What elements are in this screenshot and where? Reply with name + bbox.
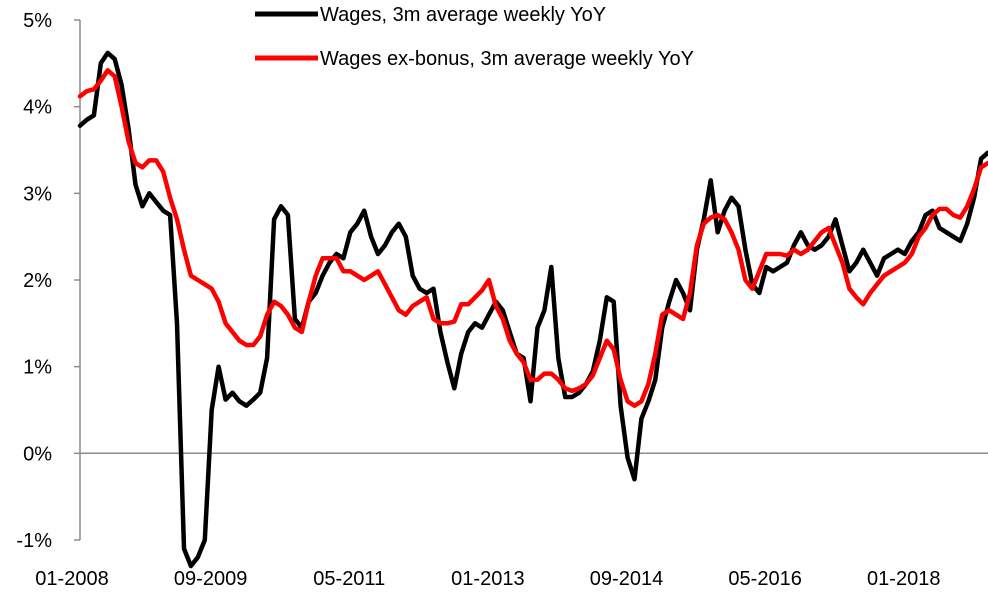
series-line-wages bbox=[77, 50, 988, 569]
x-tick-label: 09-2009 bbox=[174, 568, 247, 590]
axes: -1%0%1%2%3%4%5% 01-2008 09-2009 05-2011 01-… bbox=[16, 10, 988, 590]
y-tick-label: 2% bbox=[23, 270, 52, 292]
legend: Wages, 3m average weekly YoY Wages ex-bo… bbox=[255, 4, 694, 70]
x-tick-label: 05-2011 bbox=[313, 568, 385, 590]
x-tick-label: 09-2014 bbox=[590, 568, 663, 590]
x-tick-label: 01-2013 bbox=[451, 568, 524, 590]
x-tick-label: 01-2008 bbox=[35, 568, 108, 590]
y-axis-ticks: -1% 0% 1% 2% 3% 4% 5% bbox=[16, 10, 80, 552]
legend-item-wages-ex-bonus: Wages ex-bonus, 3m average weekly YoY bbox=[255, 48, 694, 70]
y-tick-label: 4% bbox=[23, 97, 52, 119]
y-tick-label: 0% bbox=[23, 443, 52, 465]
y-tick-label: 3% bbox=[23, 183, 52, 205]
series-line-wages-ex-bonus bbox=[77, 68, 988, 408]
legend-label-wages: Wages, 3m average weekly YoY bbox=[320, 4, 606, 26]
y-tick-label: 1% bbox=[23, 357, 52, 379]
series-layer bbox=[77, 50, 988, 569]
y-tick-label: -1% bbox=[16, 530, 52, 552]
x-axis-ticks: 01-2008 09-2009 05-2011 01-2013 09-2014 05-20… bbox=[35, 568, 940, 590]
x-tick-label: 01-2018 bbox=[867, 568, 940, 590]
y-tick-label: 5% bbox=[23, 10, 52, 32]
legend-item-wages: Wages, 3m average weekly YoY bbox=[255, 4, 606, 26]
x-tick-label: 05-2016 bbox=[728, 568, 801, 590]
legend-label-wages-ex-bonus: Wages ex-bonus, 3m average weekly YoY bbox=[320, 48, 694, 70]
